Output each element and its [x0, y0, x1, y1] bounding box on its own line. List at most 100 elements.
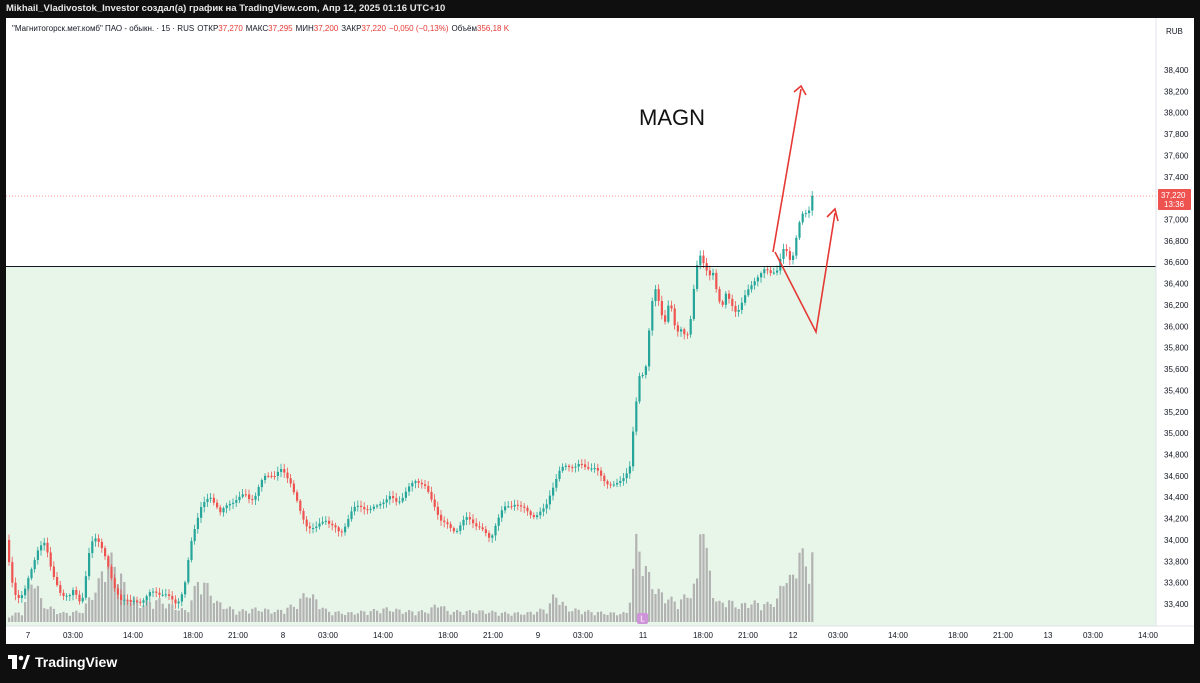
candle [414, 479, 417, 489]
volume-bar [664, 603, 667, 622]
candle-body [523, 506, 526, 508]
candle [190, 537, 193, 563]
candle-body [334, 525, 337, 528]
candle [126, 594, 129, 605]
volume-bar [308, 598, 311, 622]
volume-bar [331, 615, 334, 622]
volume-bar [705, 547, 708, 622]
candle-body [350, 511, 353, 520]
candle [11, 556, 14, 588]
candle [737, 304, 740, 317]
candle-body [516, 504, 519, 506]
x-tick-label: 7 [26, 631, 31, 640]
volume-bar [372, 608, 375, 622]
volume-bar [286, 607, 289, 622]
candle-body [497, 517, 500, 526]
candle-body [168, 594, 171, 596]
candle [257, 484, 260, 502]
candle-body [532, 515, 535, 518]
candle [353, 501, 356, 516]
volume-bar [628, 602, 631, 622]
candle-body [88, 553, 91, 577]
volume-bar [113, 566, 116, 622]
candle-body [110, 566, 113, 579]
volume-bar [388, 611, 391, 622]
candle [689, 315, 692, 338]
candle [100, 538, 103, 553]
candle-body [104, 548, 107, 557]
candle-body [347, 519, 350, 527]
candle-body [225, 505, 228, 509]
volume-bar [452, 611, 455, 622]
volume-bar [171, 604, 174, 622]
volume-bar [139, 608, 142, 622]
y-tick-label: 35,800 [1164, 344, 1189, 353]
candle-body [420, 482, 423, 485]
candle [529, 509, 532, 519]
candle-body [164, 594, 167, 596]
volume-bar [520, 614, 523, 622]
candle [523, 503, 526, 513]
candle-body [568, 465, 571, 468]
volume-bar [212, 603, 215, 622]
candle [536, 511, 539, 520]
volume-bar [635, 533, 638, 622]
candle-body [100, 541, 103, 549]
candle-body [443, 520, 446, 523]
candle-body [267, 475, 270, 477]
candle [648, 327, 651, 371]
candle-body [248, 494, 251, 500]
candle [315, 521, 318, 533]
candle [321, 516, 324, 526]
volume-bar [760, 610, 763, 622]
candle [619, 476, 622, 487]
volume-bar [603, 614, 606, 622]
legend-volume: 356,18 K [477, 24, 510, 33]
volume-bar [264, 608, 267, 622]
tradingview-logo[interactable]: TradingView [8, 654, 117, 670]
x-tick-label: 03:00 [63, 631, 84, 640]
candle-body [8, 539, 11, 563]
candle [91, 536, 94, 558]
candle [443, 516, 446, 528]
candle-body [600, 470, 603, 476]
volume-bar [334, 611, 337, 622]
candle [379, 501, 382, 510]
candle [276, 466, 279, 481]
volume-bar [408, 610, 411, 622]
volume-bar [216, 600, 219, 622]
x-tick-label: 14:00 [1138, 631, 1159, 640]
candle [456, 528, 459, 534]
volume-bar [440, 606, 443, 622]
candle [574, 463, 577, 473]
chart-frame[interactable]: MAGN RUB 38,400 38,200 38,000 37,800 37,600 37… [6, 18, 1194, 644]
volume-bar [625, 613, 628, 622]
volume-bar [715, 601, 718, 622]
candle-body [574, 466, 577, 468]
legend-volume-label: Объём [451, 24, 478, 33]
candle [465, 512, 468, 526]
candle [676, 321, 679, 337]
volume-bar [593, 615, 596, 622]
candle [59, 580, 62, 596]
volume-bar [808, 583, 811, 622]
tradingview-logo-icon [8, 655, 30, 669]
volume-bar [296, 608, 299, 622]
volume-bar [340, 613, 343, 622]
events-marker [637, 613, 648, 624]
volume-bar [785, 583, 788, 622]
candle-body [81, 597, 84, 602]
candle-body [561, 466, 564, 471]
volume-bar [622, 612, 625, 622]
volume-bar [558, 604, 561, 622]
x-tick-label: 12 [789, 631, 798, 640]
chart-svg[interactable]: MAGN RUB 38,400 38,200 38,000 37,800 37,600 37… [6, 18, 1194, 644]
candle-body [504, 506, 507, 511]
candle [376, 503, 379, 509]
y-tick-label: 35,200 [1164, 408, 1189, 417]
volume-bar [443, 606, 446, 622]
volume-bar [587, 610, 590, 622]
y-tick-label: 38,000 [1164, 109, 1189, 118]
candle-body [62, 592, 65, 596]
x-tick-label: 14:00 [373, 631, 394, 640]
